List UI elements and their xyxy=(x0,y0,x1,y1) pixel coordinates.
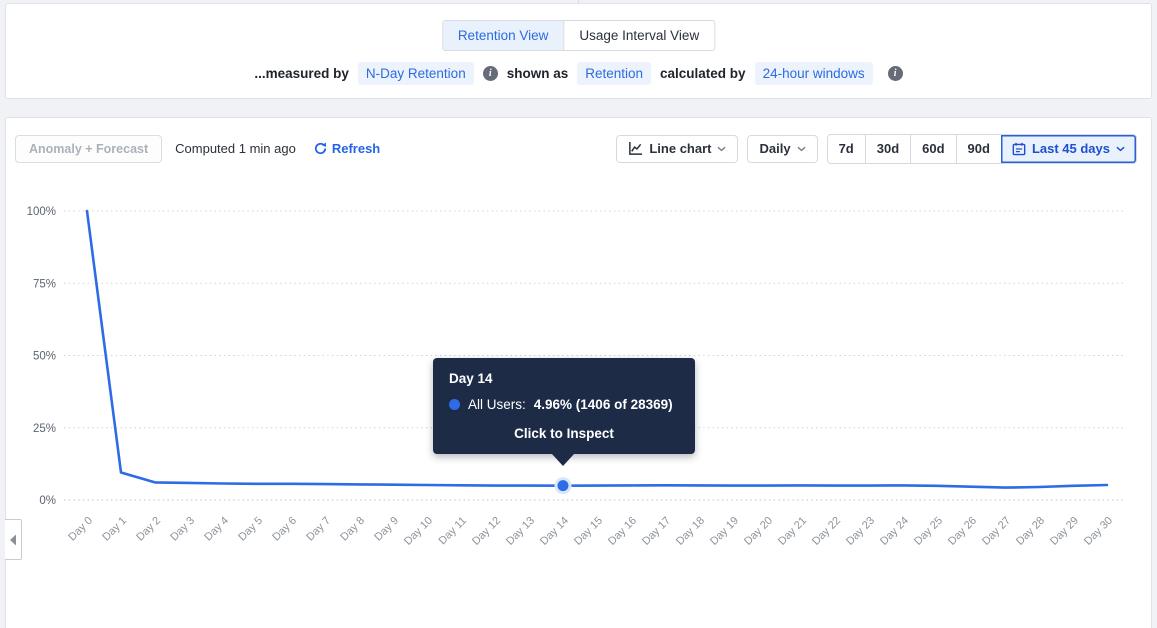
chevron-down-icon xyxy=(717,146,727,151)
shown-as-label: shown as xyxy=(506,66,569,81)
retention-settings-card: Retention View Usage Interval View ...me… xyxy=(5,3,1152,99)
shown-as-chip[interactable]: Retention xyxy=(577,62,652,85)
date-range-label: Last 45 days xyxy=(1031,141,1110,156)
computed-status: Computed 1 min ago xyxy=(175,141,296,156)
refresh-button[interactable]: Refresh xyxy=(314,141,380,156)
info-icon[interactable]: i xyxy=(482,66,498,81)
measured-by-label: ...measured by xyxy=(254,66,349,81)
window-chip[interactable]: 24-hour windows xyxy=(754,62,873,85)
refresh-label: Refresh xyxy=(331,141,381,156)
chart-type-label: Line chart xyxy=(649,141,712,156)
interval-dropdown[interactable]: Daily xyxy=(747,134,818,163)
range-custom-dropdown[interactable]: Last 45 days xyxy=(1000,134,1136,163)
tooltip-series-row: All Users: 4.96% (1406 of 28369) xyxy=(449,397,679,412)
line-chart-icon xyxy=(629,141,643,155)
calendar-icon xyxy=(1012,142,1026,155)
tooltip-click-to-inspect: Click to Inspect xyxy=(514,426,614,441)
tooltip-series-label: All Users: xyxy=(468,397,526,412)
tab-usage-interval-view[interactable]: Usage Interval View xyxy=(563,21,715,50)
tab-retention-view[interactable]: Retention View xyxy=(442,21,564,50)
top-divider-tick xyxy=(578,0,579,3)
date-range-group: 7d 30d 60d 90d Last 45 days xyxy=(826,133,1137,164)
anomaly-forecast-button[interactable]: Anomaly + Forecast xyxy=(15,134,163,163)
chart-type-dropdown[interactable]: Line chart xyxy=(616,134,739,163)
range-30d[interactable]: 30d xyxy=(864,134,910,163)
measured-by-row: ...measured by N-Day Retention i shown a… xyxy=(6,62,1151,85)
collapse-panel-handle[interactable] xyxy=(5,519,22,560)
range-7d[interactable]: 7d xyxy=(838,141,854,156)
tooltip-title: Day 14 xyxy=(449,371,493,386)
range-60d[interactable]: 60d xyxy=(910,134,955,163)
refresh-icon xyxy=(314,142,326,155)
metric-chip[interactable]: N-Day Retention xyxy=(357,62,474,85)
view-toggle-group: Retention View Usage Interval View xyxy=(441,20,716,51)
triangle-left-icon xyxy=(10,534,16,545)
chart-toolbar: Anomaly + Forecast Computed 1 min ago Re… xyxy=(15,133,1137,164)
chevron-down-icon xyxy=(1116,146,1125,151)
chart-tooltip[interactable]: Day 14 All Users: 4.96% (1406 of 28369) … xyxy=(433,358,695,466)
calculated-by-label: calculated by xyxy=(660,66,746,81)
toolbar-right-group: Line chart Daily 7d 30d 60d 90d xyxy=(616,133,1137,164)
info-icon[interactable]: i xyxy=(887,66,903,81)
range-90d[interactable]: 90d xyxy=(955,134,1001,163)
chevron-down-icon xyxy=(796,146,806,151)
interval-label: Daily xyxy=(759,141,791,156)
series-dot xyxy=(449,399,460,410)
tooltip-value: 4.96% (1406 of 28369) xyxy=(533,397,673,412)
